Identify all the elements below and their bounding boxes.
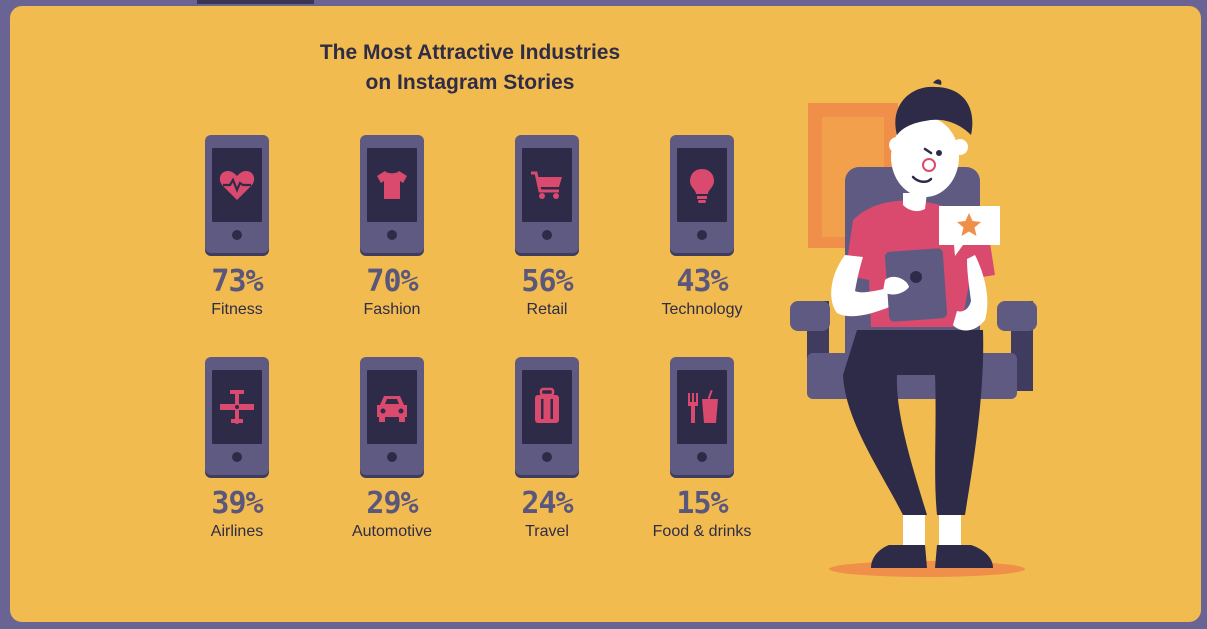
industry-percent: 56% — [521, 264, 573, 299]
title-line-1: The Most Attractive Industries — [319, 41, 621, 64]
phone-icon — [515, 357, 579, 475]
industry-percent: 39% — [211, 486, 263, 521]
page-title: The Most Attractive Industries on Instag… — [230, 38, 710, 98]
top-tab-indicator — [197, 0, 314, 4]
industry-percent: 29% — [366, 486, 418, 521]
industry-label: Technology — [661, 301, 743, 318]
industry-percent: 73% — [211, 264, 263, 299]
phone-icon — [515, 135, 579, 253]
industry-label: Fashion — [363, 301, 421, 318]
phone-icon — [205, 135, 269, 253]
industry-tile-automotive: 29% Automotive — [327, 357, 457, 542]
industry-tile-fashion: 70% Fashion — [327, 135, 457, 320]
lightbulb-icon — [690, 169, 714, 203]
phone-icon — [670, 135, 734, 253]
industry-label: Airlines — [210, 523, 264, 540]
industry-tile-fitness: 73% Fitness — [172, 135, 302, 320]
industry-label: Retail — [526, 301, 568, 318]
phone-icon — [205, 357, 269, 475]
industry-label: Travel — [525, 523, 569, 540]
industry-tile-retail: 56% Retail — [482, 135, 612, 320]
industry-label: Fitness — [211, 301, 263, 318]
industry-percent: 70% — [366, 264, 418, 299]
industry-percent: 24% — [521, 486, 573, 521]
industry-percent: 15% — [676, 486, 728, 521]
phone-icon — [360, 357, 424, 475]
phone-icon — [670, 357, 734, 475]
fork-cup-icon — [688, 389, 718, 423]
industry-label: Automotive — [351, 523, 433, 540]
industry-label: Food & drinks — [652, 523, 752, 540]
phone-icon — [360, 135, 424, 253]
shopping-cart-icon — [531, 171, 562, 199]
heart-pulse-icon — [219, 171, 255, 200]
industry-tile-airlines: 39% Airlines — [172, 357, 302, 542]
industry-tile-technology: 43% Technology — [637, 135, 767, 320]
car-icon — [377, 396, 407, 422]
title-line-2: on Instagram Stories — [365, 71, 575, 94]
luggage-icon — [535, 387, 559, 423]
airplane-icon — [220, 390, 254, 424]
industry-tile-food-drinks: 15% Food & drinks — [637, 357, 767, 542]
industry-percent: 43% — [676, 264, 728, 299]
industry-tile-travel: 24% Travel — [482, 357, 612, 542]
person-on-chair-illustration — [790, 79, 1037, 577]
tshirt-icon — [377, 171, 407, 199]
